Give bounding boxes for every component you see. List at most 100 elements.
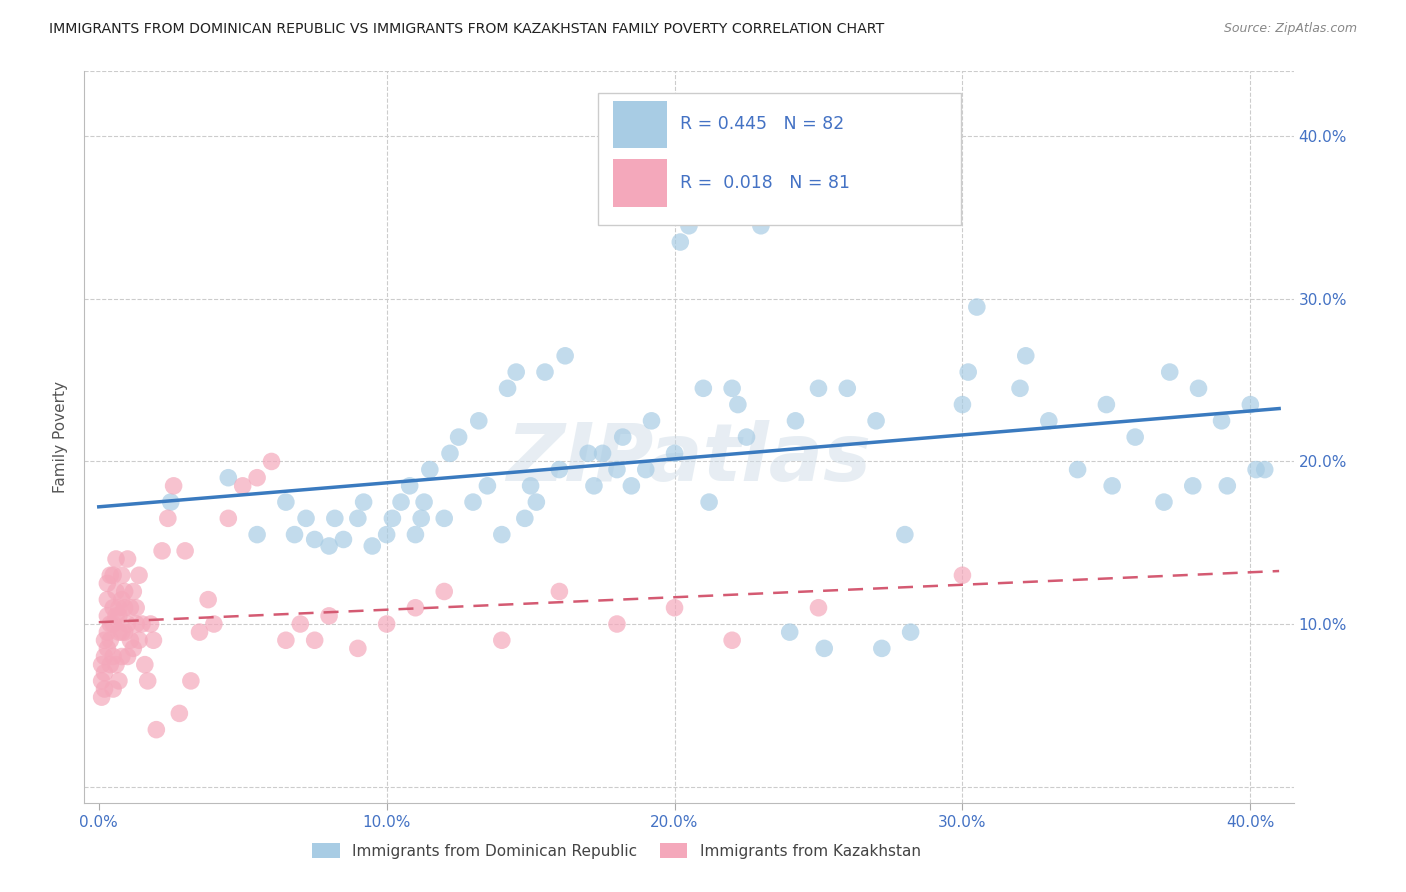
Point <box>105 657 128 672</box>
Point <box>136 673 159 688</box>
Point <box>813 641 835 656</box>
FancyBboxPatch shape <box>613 101 668 148</box>
Point <box>413 495 436 509</box>
Point <box>865 414 887 428</box>
Point <box>105 608 128 623</box>
Point <box>347 511 370 525</box>
Y-axis label: Family Poverty: Family Poverty <box>53 381 69 493</box>
Point <box>134 657 156 672</box>
Point <box>290 617 312 632</box>
Point <box>807 600 830 615</box>
Point <box>114 584 136 599</box>
Point <box>347 641 370 656</box>
Point <box>966 300 988 314</box>
Point <box>232 479 254 493</box>
Point <box>169 706 191 721</box>
Point <box>837 381 859 395</box>
Point <box>246 471 269 485</box>
Point <box>1254 462 1277 476</box>
Point <box>353 495 375 509</box>
Point <box>105 584 128 599</box>
Point <box>952 398 974 412</box>
Point <box>548 584 571 599</box>
Point <box>678 219 700 233</box>
Point <box>120 600 142 615</box>
Point <box>1066 462 1088 476</box>
Point <box>664 600 686 615</box>
Point <box>548 462 571 476</box>
Point <box>295 511 318 525</box>
Point <box>217 511 239 525</box>
Point <box>419 462 441 476</box>
Point <box>534 365 557 379</box>
Point <box>174 544 197 558</box>
Point <box>692 381 714 395</box>
Point <box>111 592 134 607</box>
Point <box>491 633 513 648</box>
Point <box>1095 398 1118 412</box>
Point <box>159 495 181 509</box>
Point <box>439 446 461 460</box>
Point <box>554 349 576 363</box>
Point <box>785 414 807 428</box>
Point <box>1181 479 1204 493</box>
Point <box>304 533 326 547</box>
Legend: Immigrants from Dominican Republic, Immigrants from Kazakhstan: Immigrants from Dominican Republic, Immi… <box>307 837 927 864</box>
Point <box>513 511 536 525</box>
Point <box>1159 365 1181 379</box>
Point <box>180 673 202 688</box>
Point <box>361 539 384 553</box>
Point <box>721 381 744 395</box>
Point <box>98 568 121 582</box>
Point <box>122 641 145 656</box>
Point <box>283 527 305 541</box>
Point <box>398 479 420 493</box>
Point <box>669 235 692 249</box>
Point <box>93 649 115 664</box>
Point <box>98 657 121 672</box>
Point <box>101 600 124 615</box>
Point <box>1239 398 1261 412</box>
Text: Source: ZipAtlas.com: Source: ZipAtlas.com <box>1223 22 1357 36</box>
Point <box>1211 414 1233 428</box>
Point <box>727 398 749 412</box>
Point <box>634 462 657 476</box>
Point <box>145 723 167 737</box>
Point <box>318 539 340 553</box>
Point <box>90 657 112 672</box>
Point <box>96 608 118 623</box>
Point <box>96 625 118 640</box>
Point <box>101 649 124 664</box>
Point <box>496 381 519 395</box>
Point <box>318 608 340 623</box>
Point <box>93 681 115 696</box>
Point <box>433 584 456 599</box>
Point <box>90 690 112 705</box>
Point <box>524 495 547 509</box>
Point <box>576 446 599 460</box>
Point <box>246 527 269 541</box>
Point <box>125 600 148 615</box>
Point <box>162 479 184 493</box>
Point <box>375 527 398 541</box>
Point <box>108 608 131 623</box>
Point <box>108 600 131 615</box>
Point <box>721 633 744 648</box>
Point <box>96 592 118 607</box>
Point <box>156 511 179 525</box>
Point <box>519 479 541 493</box>
Point <box>447 430 470 444</box>
Text: IMMIGRANTS FROM DOMINICAN REPUBLIC VS IMMIGRANTS FROM KAZAKHSTAN FAMILY POVERTY : IMMIGRANTS FROM DOMINICAN REPUBLIC VS IM… <box>49 22 884 37</box>
Point <box>332 533 354 547</box>
Point <box>491 527 513 541</box>
Point <box>1101 479 1123 493</box>
Point <box>96 641 118 656</box>
Point <box>592 446 614 460</box>
Point <box>697 495 720 509</box>
FancyBboxPatch shape <box>613 159 668 207</box>
Point <box>375 617 398 632</box>
Point <box>197 592 219 607</box>
Point <box>477 479 499 493</box>
Point <box>323 511 346 525</box>
Point <box>1244 462 1267 476</box>
